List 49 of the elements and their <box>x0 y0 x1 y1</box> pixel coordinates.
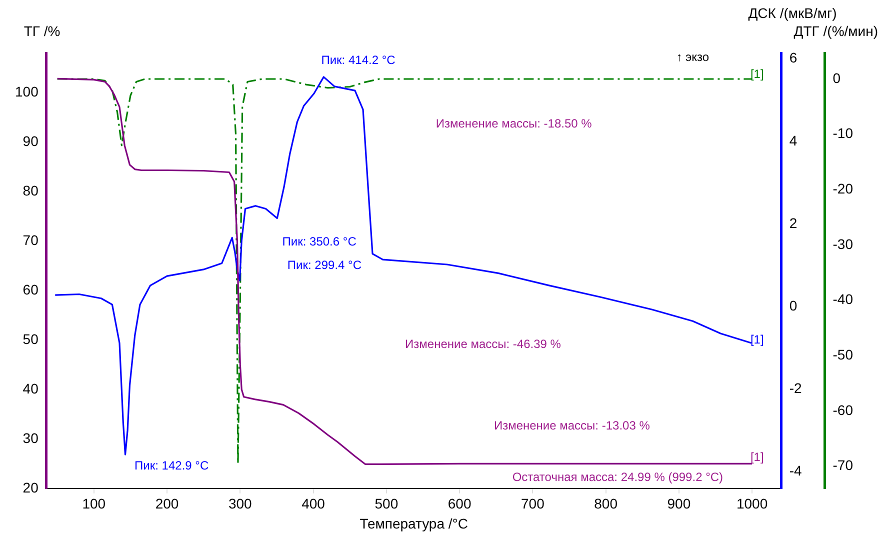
y-tick-label: 100 <box>15 83 39 100</box>
y2-tick-label: 6 <box>789 50 798 66</box>
y-tick-label: 40 <box>22 380 39 396</box>
y-tick-label: 30 <box>22 430 39 446</box>
x-tick-label: 700 <box>520 496 545 512</box>
y3-tick-label: -10 <box>832 125 854 142</box>
y2-tick-label: 0 <box>789 298 798 314</box>
y2-tick-label: -4 <box>789 462 802 479</box>
x-tick-label: 600 <box>448 496 472 512</box>
annotation: [1] <box>750 67 764 82</box>
annotation: Пик: 350.6 °C <box>282 234 357 248</box>
annotation: Изменение массы: -46.39 % <box>405 337 562 352</box>
x-tick-label: 500 <box>374 496 398 512</box>
y-tick-label: 20 <box>22 479 39 496</box>
y2-tick-label: -2 <box>789 380 802 396</box>
annotation: Пик: 299.4 °C <box>287 258 362 272</box>
annotation: Изменение массы: -13.03 % <box>494 418 650 432</box>
annotation: Пик: 142.9 °C <box>134 458 209 473</box>
annotation: Остаточная масса: 24.99 % (999.2 °C) <box>512 470 724 484</box>
annotation: ↑ экзо <box>676 50 710 64</box>
y3-tick-label: -60 <box>832 402 854 418</box>
x-tick-label: 800 <box>594 496 618 512</box>
annotation: Изменение массы: -18.50 % <box>436 116 592 130</box>
y3-tick-label: -30 <box>832 236 854 252</box>
y-tick-label: 50 <box>22 330 39 347</box>
y-tick-label: 60 <box>22 281 39 298</box>
y2-tick-label: 4 <box>789 132 798 148</box>
x-tick-label: 300 <box>228 496 252 512</box>
annotation: [1] <box>750 332 764 347</box>
y-axis-title: ТГ /% <box>24 22 60 39</box>
y3-tick-label: -20 <box>832 180 854 197</box>
x-axis-title: Температура /°C <box>360 515 468 532</box>
y-tick-label: 90 <box>22 132 39 149</box>
y-tick-label: 80 <box>22 182 39 198</box>
x-tick-label: 900 <box>667 496 691 512</box>
y3-tick-label: 0 <box>832 70 841 86</box>
x-tick-label: 400 <box>302 496 326 512</box>
x-tick-label: 100 <box>82 496 106 512</box>
annotation: Пик: 414.2 °C <box>321 53 396 68</box>
y2-axis-title: ДСК /(мкВ/мг) <box>748 4 837 21</box>
y2-tick-label: 2 <box>789 214 798 231</box>
y3-tick-label: -70 <box>832 457 854 474</box>
y3-axis-title: ДТГ /(%/мин) <box>794 22 878 39</box>
annotation: [1] <box>750 450 764 464</box>
x-tick-label: 1000 <box>736 496 768 512</box>
y3-tick-label: -50 <box>832 346 854 362</box>
y3-tick-label: -40 <box>832 291 854 308</box>
x-tick-label: 200 <box>155 496 179 512</box>
y-tick-label: 70 <box>22 232 39 248</box>
